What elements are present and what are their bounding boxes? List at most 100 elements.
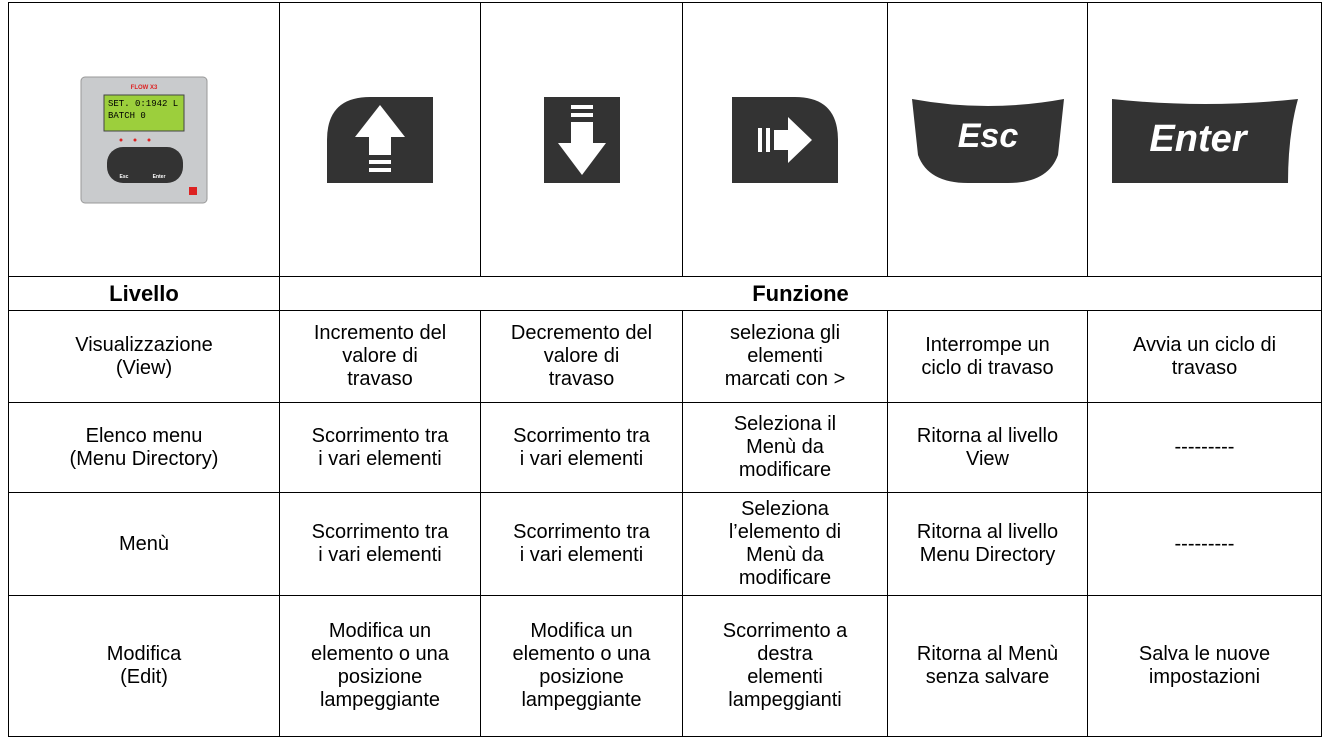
cell-line: Scorrimento tra [513,521,650,543]
cell-line: lampeggiante [521,689,642,711]
cell-line: Ritorna al livello [916,521,1059,543]
function-cell: Ritorna al livello Menu Directory [887,492,1088,596]
cell-line: Decremento del [510,322,653,344]
cell-line: (Edit) [120,666,168,688]
cell-line: Visualizzazione [75,333,213,356]
cell-line: i vari elementi [318,544,442,566]
cell-line: Menù [118,532,170,555]
lcd-line: BATCH 0 [108,111,146,121]
function-cell: --------- [1087,492,1322,596]
cell-line: Scorrimento tra [513,424,650,447]
cell-line: Seleziona [741,498,829,520]
cell-line: seleziona gli [729,322,841,344]
esc-label: Esc [957,117,1018,155]
function-cell: Scorrimento a destra elementi lampeggianti [682,595,888,737]
table-row: Menù Scorrimento tra i vari elementi Scorri… [8,492,1322,596]
cell-line: l’elemento di [728,521,842,543]
cell-line: View [966,447,1009,470]
cell-line: Ritorna al Menù [916,643,1059,665]
cell-line: lampeggiante [319,689,441,711]
function-cell: Avvia un ciclo di travaso [1087,310,1322,403]
esc-button: Esc [911,98,1064,183]
cell-line: (View) [115,356,173,379]
level-cell: Visualizzazione (View) [8,310,280,403]
key-table: FLOW X3 SET. 0:1942 L BATCH 0 Esc Enter … [8,2,1322,737]
cell-line: travaso [548,368,615,390]
cell-line: Elenco menu [85,424,203,447]
down-cell [480,2,683,277]
esc-cell: Esc [887,2,1088,277]
function-cell: Modifica un elemento o una posizione lampeg… [480,595,683,737]
cell-line: Scorrimento tra [311,521,449,543]
function-cell: Incremento del valore di travaso [279,310,481,403]
right-cell [682,2,888,277]
level-cell: Elenco menu (Menu Directory) [8,402,280,493]
cell-line: Ritorna al livello [916,424,1059,447]
cell-line: modificare [738,567,832,589]
cell-line: valore di [543,345,620,367]
function-cell: Seleziona il Menù da modificare [682,402,888,493]
cell-line: Menù da [746,544,824,566]
cell-line: destra [757,643,813,665]
device-enter: Enter [153,174,166,180]
device-image: FLOW X3 SET. 0:1942 L BATCH 0 Esc Enter [80,76,208,203]
cell-line: Scorrimento tra [311,424,449,447]
function-cell: Ritorna al livello View [887,402,1088,493]
enter-button: Enter [1111,98,1298,183]
cell-line: valore di [342,345,418,367]
function-cell: Scorrimento tra i vari elementi [480,492,683,596]
table-row: Elenco menu (Menu Directory) Scorrimento t… [8,402,1322,493]
cell-line: Incremento del [313,322,447,344]
cell-line: Scorrimento a [722,620,848,642]
function-cell: Modifica un elemento o una posizione lampeg… [279,595,481,737]
icon-row: FLOW X3 SET. 0:1942 L BATCH 0 Esc Enter … [8,2,1322,277]
cell-line: i vari elementi [519,544,644,566]
cell-line: ciclo di travaso [921,356,1054,379]
cell-line: Modifica un [530,620,633,642]
cell-line: impostazioni [1148,666,1261,688]
up-cell [279,2,481,277]
level-cell: Modifica (Edit) [8,595,280,737]
level-cell: Menù [8,492,280,596]
function-cell: Seleziona l’elemento di Menù da modificare [682,492,888,596]
function-cell: Ritorna al Menù senza salvare [887,595,1088,737]
cell-line: elementi [747,345,823,367]
function-cell: Scorrimento tra i vari elementi [279,492,481,596]
cell-line: Menu Directory [919,544,1056,566]
device-brand: FLOW X3 [131,85,158,91]
up-button [327,96,433,183]
cell-line: elementi [747,666,823,688]
cell-line: Modifica un [328,620,432,642]
cell-line: elemento o una [311,643,449,665]
cell-line: elemento o una [512,643,651,665]
function-cell: Salva le nuove impostazioni [1087,595,1322,737]
cell-line: Seleziona il [733,413,837,435]
function-cell: Scorrimento tra i vari elementi [279,402,481,493]
cell-line: Menù da [746,436,824,458]
cell-line: (Menu Directory) [69,447,219,470]
lcd-line: SET. 0:1942 L [108,99,178,109]
header-row: Livello Funzione [8,276,1322,311]
function-cell: Scorrimento tra i vari elementi [480,402,683,493]
function-header: Funzione [279,276,1322,311]
cell-line: i vari elementi [318,447,442,470]
device-esc: Esc [120,174,129,180]
cell-line: i vari elementi [519,447,644,470]
cell-line: posizione [337,666,423,688]
enter-label: Enter [1149,118,1248,160]
level-header: Livello [8,276,280,311]
cell-line: travaso [347,368,413,390]
cell-line: modificare [738,459,832,481]
cell-line: Interrompe un [925,333,1050,356]
function-cell: Decremento del valore di travaso [480,310,683,403]
cell-line: --------- [1174,532,1235,555]
cell-line: Avvia un ciclo di [1132,333,1277,356]
function-cell: Interrompe un ciclo di travaso [887,310,1088,403]
right-button [732,96,838,183]
function-cell: --------- [1087,402,1322,493]
cell-line: marcati con > [724,368,846,390]
down-button [543,96,620,183]
function-cell: seleziona gli elementi marcati con > [682,310,888,403]
cell-line: Modifica [106,643,182,665]
